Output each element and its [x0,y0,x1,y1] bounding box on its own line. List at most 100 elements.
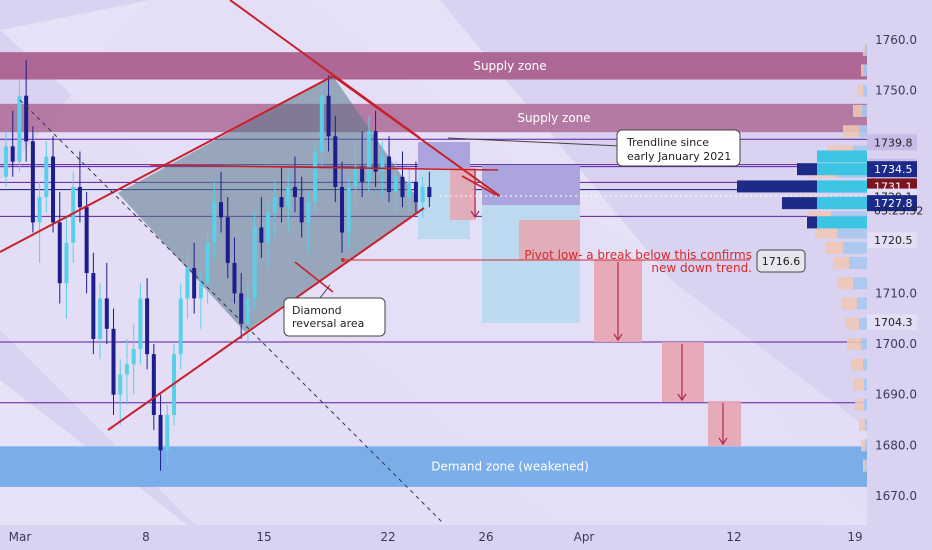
zones-layer: Supply zone Supply zone Demand zone (weake… [0,52,867,487]
pivot-point [341,258,345,262]
candle-body [138,298,143,350]
volume-bar-up [855,398,864,411]
candle-body [24,95,29,142]
time-tick-label: 26 [478,530,493,544]
candle-body [111,328,116,395]
candle-body [400,176,405,198]
candle-body [37,197,42,223]
candle-body [407,181,412,198]
volume-bar-down [859,317,867,330]
candle-body [30,141,35,223]
candle-body [84,207,89,274]
candle-body [225,217,230,263]
candle-body [393,176,398,192]
candle-body [51,156,56,223]
volume-bar-up [853,104,862,117]
candle-body [252,227,257,299]
trend-lines [0,0,501,431]
price-tags: 1739.81735.01734.51731.11729.11727.81720… [867,134,923,331]
volume-bar-down [866,459,867,472]
price-tick-label: 1710.0 [875,286,917,300]
drop-box-4 [662,342,704,402]
time-tick-label: Mar [9,530,32,544]
time-axis[interactable]: Mar 8 15 22 26 Apr 12 19 [0,525,932,550]
zone-rect [0,103,867,133]
candle-body [44,156,49,198]
candle-body [4,146,8,177]
candle-body [333,136,338,187]
candle-body [427,186,432,198]
price-tag-label: 1704.3 [874,316,913,329]
price-tag-label: 1734.5 [874,163,913,176]
zone-rect [0,446,867,487]
volume-bar-up [825,241,843,254]
price-tick-label: 1680.0 [875,438,917,452]
price-tag-label: 1739.8 [874,136,913,149]
candle-body [259,227,264,243]
price-tick-label: 1760.0 [875,33,917,47]
trendline-note-text: Trendline since early January 2021 [626,136,731,163]
time-tick-label: 8 [142,530,150,544]
candle-body [77,186,82,208]
candle-body [326,95,331,137]
candle-body [299,197,304,223]
candle-body [306,202,311,223]
volume-bar-down [865,419,867,432]
price-axis-bg [867,0,932,525]
candle-body [71,186,76,243]
candle-body [98,298,103,339]
candle-body [413,181,418,203]
price-tick-label: 1700.0 [875,337,917,351]
volume-bar-down [843,241,867,254]
volume-bar-value [817,163,867,176]
volume-bar-up [863,44,865,57]
price-tick-label: 1690.0 [875,388,917,402]
volume-bar-up [859,419,865,432]
price-tag-label: 1720.5 [874,234,913,247]
volume-bar-poc [737,180,817,193]
trendline-note: Trendline since early January 2021 [447,129,741,167]
candle-body [360,166,365,182]
volume-bar-down [849,256,867,269]
volume-bar-value [817,216,867,229]
volume-bar-up [837,277,853,290]
volume-bar-down [864,398,867,411]
drop-box-2 [519,220,580,260]
candle-body [104,298,109,329]
volume-bar-up [815,226,837,239]
candle-body [319,95,324,152]
time-axis-bg [0,525,932,550]
zone-label: Supply zone [517,111,590,125]
diamond-note-text: Diamond reversal area [292,304,364,330]
volume-bar-poc [782,197,817,210]
time-tick-label: Apr [574,530,595,544]
volume-bar-down [861,338,867,350]
candle-body [232,262,237,294]
candle-body [340,186,344,233]
price-axis[interactable]: 1760.01750.01740.01735.01730.01720.01710… [867,0,932,525]
candle-body [387,156,392,192]
projection-purple-box-2 [482,165,580,205]
candle-body [158,414,163,451]
candle-body [313,151,318,203]
volume-bar-up [861,439,865,452]
volume-bar-up [843,125,859,138]
volume-bar-down [863,84,867,97]
volume-bar-up [863,459,866,472]
candle-body [212,202,217,243]
candle-body [366,131,371,182]
volume-bar-down [863,358,867,371]
candle-body [151,354,156,415]
zone-label: Supply zone [473,59,546,73]
candle-body [64,242,69,284]
candle-body [118,374,123,395]
volume-bar-down [857,297,867,310]
volume-bar-down [865,439,867,452]
candle-body [245,298,250,324]
volume-bar-down [837,226,867,239]
volume-bar-down [864,378,867,391]
price-tag-bg [867,134,917,151]
candle-body [420,186,425,203]
